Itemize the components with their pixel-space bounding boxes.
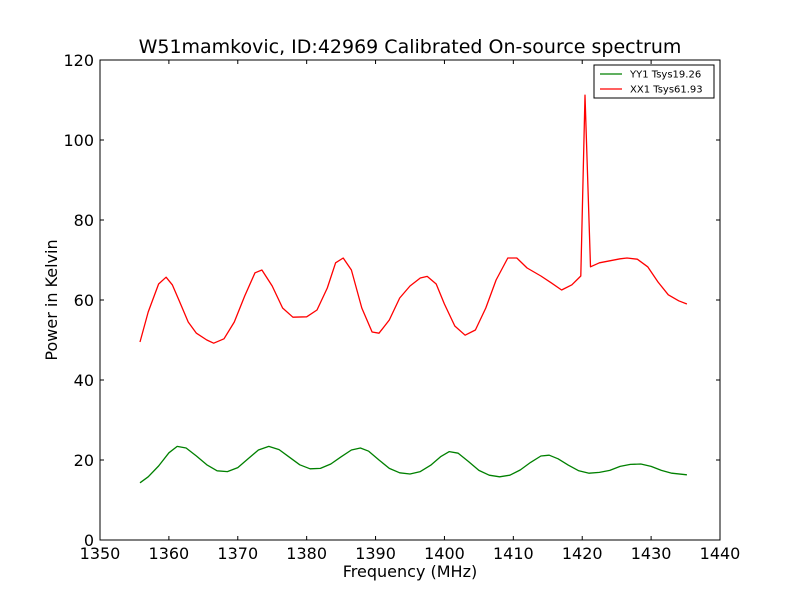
x-tick-label: 1360 (149, 544, 190, 563)
y-tick-label: 20 (74, 451, 94, 470)
y-tick-label: 80 (74, 211, 94, 230)
x-tick-label: 1390 (355, 544, 396, 563)
y-tick-label: 40 (74, 371, 94, 390)
x-tick-label: 1370 (217, 544, 258, 563)
y-tick-label: 60 (74, 291, 94, 310)
chart-title: W51mamkovic, ID:42969 Calibrated On-sour… (139, 36, 682, 58)
plot-frame (99, 59, 721, 541)
x-tick-label: 1430 (631, 544, 672, 563)
y-tick-label: 120 (63, 51, 94, 70)
y-tick-label: 0 (84, 531, 94, 550)
legend: YY1 Tsys19.26 XX1 Tsys61.93 (593, 64, 715, 99)
x-tick-label: 1400 (424, 544, 465, 563)
series-line-1 (139, 94, 688, 344)
series-layer (139, 94, 688, 484)
x-tick-label: 1380 (286, 544, 327, 563)
legend-label-yy1: YY1 Tsys19.26 (629, 70, 701, 81)
x-tick-label: 1410 (493, 544, 534, 563)
x-tick-label: 1420 (562, 544, 603, 563)
series-line-0 (139, 445, 687, 484)
legend-label-xx1: XX1 Tsys61.93 (630, 85, 703, 96)
x-tick-label: 1350 (80, 544, 121, 563)
x-axis-label: Frequency (MHz) (343, 562, 477, 581)
x-tick-label: 1440 (700, 544, 741, 563)
y-axis-label: Power in Kelvin (42, 239, 61, 360)
legend-box (593, 64, 715, 99)
y-tick-label: 100 (63, 131, 94, 150)
ticks-layer: 1350 1360 1370 1380 1390 1400 1410 1420 1430 1440… (63, 51, 740, 563)
